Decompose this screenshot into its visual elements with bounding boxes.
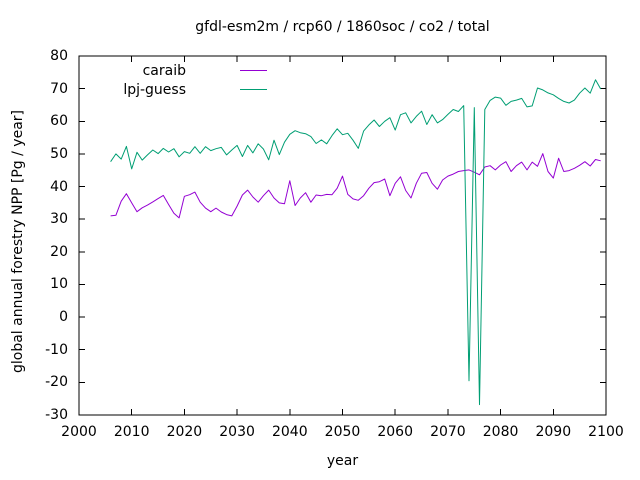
y-tick-label: 0 [59,309,68,326]
lpj-guess-series-line [110,79,602,406]
y-tick-label: 30 [50,211,68,228]
y-tick-label: -20 [45,374,68,391]
x-tick-label: 2040 [271,424,308,440]
y-tick-label: 50 [50,145,68,162]
legend-label-lpj-guess: lpj-guess [123,81,186,98]
x-tick-label: 2070 [430,424,466,440]
y-tick-label: 10 [50,276,68,293]
x-tick-label: 2090 [535,424,572,440]
legend-line-sample-caraib [240,70,267,71]
legend: caraib lpj-guess [100,61,267,99]
x-tick-label: 2010 [113,424,150,440]
y-tick-label: 40 [50,178,68,195]
x-tick-label: 2100 [588,424,624,440]
x-tick-label: 2030 [219,424,255,440]
legend-line-sample-lpj-guess [240,89,267,90]
legend-row-caraib: caraib [100,61,267,80]
x-tick-label: 2060 [377,424,413,440]
x-tick-label: 2080 [482,424,519,440]
legend-row-lpj-guess: lpj-guess [100,80,267,99]
y-tick-label: -10 [45,341,68,358]
y-tick-label: -30 [45,407,68,423]
y-tick-label: 80 [50,48,68,64]
plot-border [78,55,607,416]
caraib-series-line [110,153,601,219]
y-tick-label: 20 [50,243,68,260]
x-tick-label: 2000 [61,424,97,440]
y-tick-label: 60 [50,113,68,130]
y-tick-label: 70 [50,80,68,97]
chart-title: gfdl-esm2m / rcp60 / 1860soc / co2 / tot… [195,19,490,35]
x-axis-label: year [326,453,359,469]
x-tick-label: 2020 [166,424,203,440]
legend-label-caraib: caraib [142,62,186,79]
x-tick-label: 2050 [324,424,361,440]
